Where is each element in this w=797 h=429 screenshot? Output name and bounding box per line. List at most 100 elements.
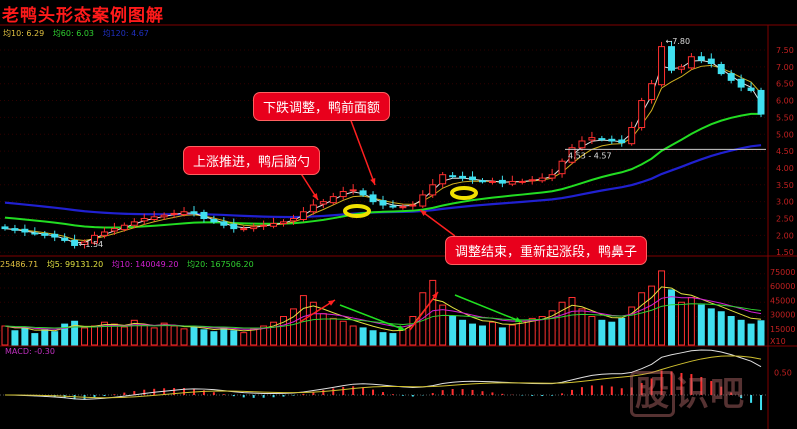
chart-title: 老鸭头形态案例图解 xyxy=(2,6,164,26)
legend-volume: 25486.71 xyxy=(0,260,39,269)
volume-tick-label: 15000 xyxy=(770,325,795,334)
volume-bar xyxy=(628,306,636,346)
volume-bar xyxy=(329,317,337,346)
volume-bar xyxy=(180,328,188,346)
candle-body xyxy=(757,89,765,115)
candle-body xyxy=(260,224,268,227)
candle-body xyxy=(180,211,188,215)
candle-body xyxy=(71,239,79,246)
candle-body xyxy=(429,184,437,196)
arrow-volume-down-1 xyxy=(339,304,406,331)
volume-tick-label: 60000 xyxy=(770,282,795,291)
volume-bar xyxy=(359,327,367,346)
legend-ma10: 均10: 6.29 xyxy=(3,29,45,38)
annotation-nose: 调整结束，重新起涨段，鸭鼻子 xyxy=(445,236,648,265)
volume-bar xyxy=(11,330,19,346)
volume-bar xyxy=(737,319,745,346)
arrow-volume-down-2 xyxy=(454,294,523,323)
candle-body xyxy=(618,139,626,144)
candle-body xyxy=(459,175,467,179)
duck-nostril-ellipse xyxy=(343,204,371,218)
volume-bar xyxy=(757,320,765,346)
volume-bar xyxy=(727,316,735,346)
candle-body xyxy=(548,174,556,179)
candle-body xyxy=(419,194,427,207)
legend-vol-ma10: 均10: 140049.20 xyxy=(111,260,179,269)
volume-bar xyxy=(687,297,695,346)
candle-body xyxy=(51,233,59,238)
volume-bar xyxy=(528,317,536,346)
legend-ma-long: 均120: 4.67 xyxy=(102,29,149,38)
volume-bar xyxy=(658,270,666,346)
volume-bar xyxy=(618,317,626,346)
candle-body xyxy=(399,206,407,209)
high-price-label: ←7.80 xyxy=(666,37,691,46)
candle-body xyxy=(41,233,49,236)
price-tick-label: 2.50 xyxy=(776,215,794,224)
volume-bar xyxy=(319,313,327,346)
price-tick-label: 4.00 xyxy=(776,164,794,173)
candle-body xyxy=(110,228,118,232)
candle-body xyxy=(628,127,636,145)
volume-bar xyxy=(668,289,675,346)
volume-bar xyxy=(130,319,138,346)
candle-body xyxy=(648,83,656,101)
candle-body xyxy=(21,228,29,233)
candle-body xyxy=(160,214,168,218)
price-tick-label: 6.50 xyxy=(776,80,794,89)
candle-body xyxy=(31,232,39,235)
volume-bar xyxy=(677,301,685,346)
arrow-forehead xyxy=(349,117,376,186)
arrow-volume-up-2 xyxy=(409,291,439,331)
candle-body xyxy=(339,191,347,198)
volume-tick-label: 30000 xyxy=(770,311,795,320)
candle-body xyxy=(349,189,357,192)
volume-bar xyxy=(81,327,89,346)
candle-body xyxy=(658,46,666,86)
candle-body xyxy=(727,73,735,81)
volume-bar xyxy=(210,331,218,346)
candle-body xyxy=(528,179,536,182)
volume-tick-label: 75000 xyxy=(770,268,795,277)
volume-bar xyxy=(469,323,477,346)
volume-bar xyxy=(478,325,486,346)
volume-ma5-line xyxy=(4,286,762,332)
volume-bar xyxy=(638,292,646,346)
price-tick-label: 1.50 xyxy=(776,248,794,257)
candle-body xyxy=(707,58,715,64)
volume-bar xyxy=(409,316,417,346)
volume-bar xyxy=(389,333,397,346)
ma60-line xyxy=(4,112,762,229)
candle-body xyxy=(439,174,447,185)
volume-bar xyxy=(51,331,59,346)
candle-body xyxy=(289,218,297,222)
volume-bar xyxy=(220,327,228,346)
candle-body xyxy=(488,180,496,183)
candle-body xyxy=(369,194,377,203)
volume-bar xyxy=(170,325,178,346)
candle-body xyxy=(588,137,596,141)
volume-bar xyxy=(71,320,79,346)
candle-body xyxy=(717,63,725,75)
volume-bar xyxy=(459,319,467,346)
candle-body xyxy=(558,160,566,175)
candle-body xyxy=(379,200,387,206)
candle-body xyxy=(250,226,258,230)
volume-bar xyxy=(41,329,49,346)
macd-legend: MACD: -0.30 xyxy=(5,347,55,356)
price-tick-label: 5.50 xyxy=(776,113,794,122)
legend-vol-ma20: 均20: 167506.20 xyxy=(187,260,254,269)
price-tick-label: 6.00 xyxy=(776,97,794,106)
volume-bar xyxy=(439,304,447,346)
volume-bar xyxy=(558,301,566,346)
price-tick-label: 4.50 xyxy=(776,147,794,156)
volume-bar xyxy=(280,316,288,346)
candle-body xyxy=(329,196,337,204)
candle-body xyxy=(578,140,586,149)
legend-vol-ma5: 均5: 99131.20 xyxy=(46,260,104,269)
candle-body xyxy=(608,138,616,142)
watermark-logo: 股识吧 xyxy=(630,366,745,417)
candle-body xyxy=(677,66,685,70)
candle-body xyxy=(240,228,248,231)
